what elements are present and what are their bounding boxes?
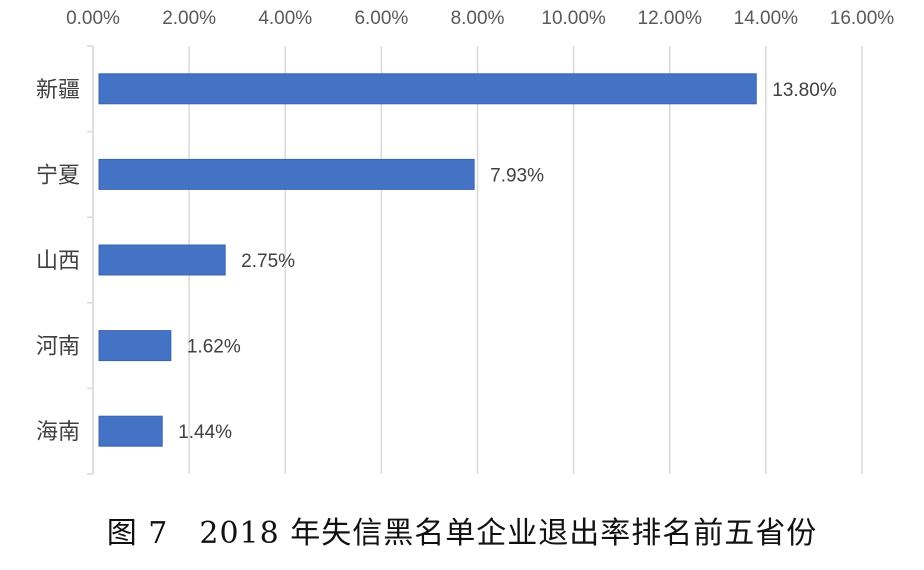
- x-tick-label: 0.00%: [66, 8, 120, 29]
- x-tick-label: 14.00%: [734, 8, 799, 29]
- category-label: 海南: [36, 420, 80, 445]
- bar: [98, 330, 172, 362]
- data-label: 1.44%: [178, 422, 232, 443]
- gridlines: [87, 45, 863, 475]
- category-label: 宁夏: [36, 163, 80, 188]
- bar: [98, 158, 475, 190]
- category-label: 河南: [36, 335, 80, 360]
- x-tick-label: 12.00%: [638, 8, 703, 29]
- data-labels: 13.80% 7.93% 2.75% 1.62% 1.44%: [178, 80, 837, 443]
- data-label: 2.75%: [241, 251, 295, 272]
- category-label: 新疆: [36, 78, 80, 103]
- x-tick-label: 2.00%: [162, 8, 216, 29]
- data-label: 7.93%: [490, 165, 544, 186]
- x-tick-label: 16.00%: [830, 8, 895, 29]
- bars: [98, 73, 757, 447]
- data-label: 13.80%: [772, 80, 837, 101]
- data-label: 1.62%: [187, 337, 241, 358]
- x-tick-label: 10.00%: [541, 8, 606, 29]
- bar: [98, 73, 757, 105]
- x-tick-label: 6.00%: [354, 8, 408, 29]
- x-axis-ticks: 0.00% 2.00% 4.00% 6.00% 8.00% 10.00% 12.00% 14.…: [66, 8, 894, 29]
- figure-caption: 图 7 2018 年失信黑名单企业退出率排名前五省份: [106, 516, 818, 551]
- x-tick-label: 8.00%: [451, 8, 505, 29]
- category-label: 山西: [36, 249, 80, 274]
- x-tick-label: 4.00%: [258, 8, 312, 29]
- bar-chart: 0.00% 2.00% 4.00% 6.00% 8.00% 10.00% 12.00% 14.…: [36, 8, 894, 475]
- bar: [98, 415, 163, 447]
- bar: [98, 244, 226, 276]
